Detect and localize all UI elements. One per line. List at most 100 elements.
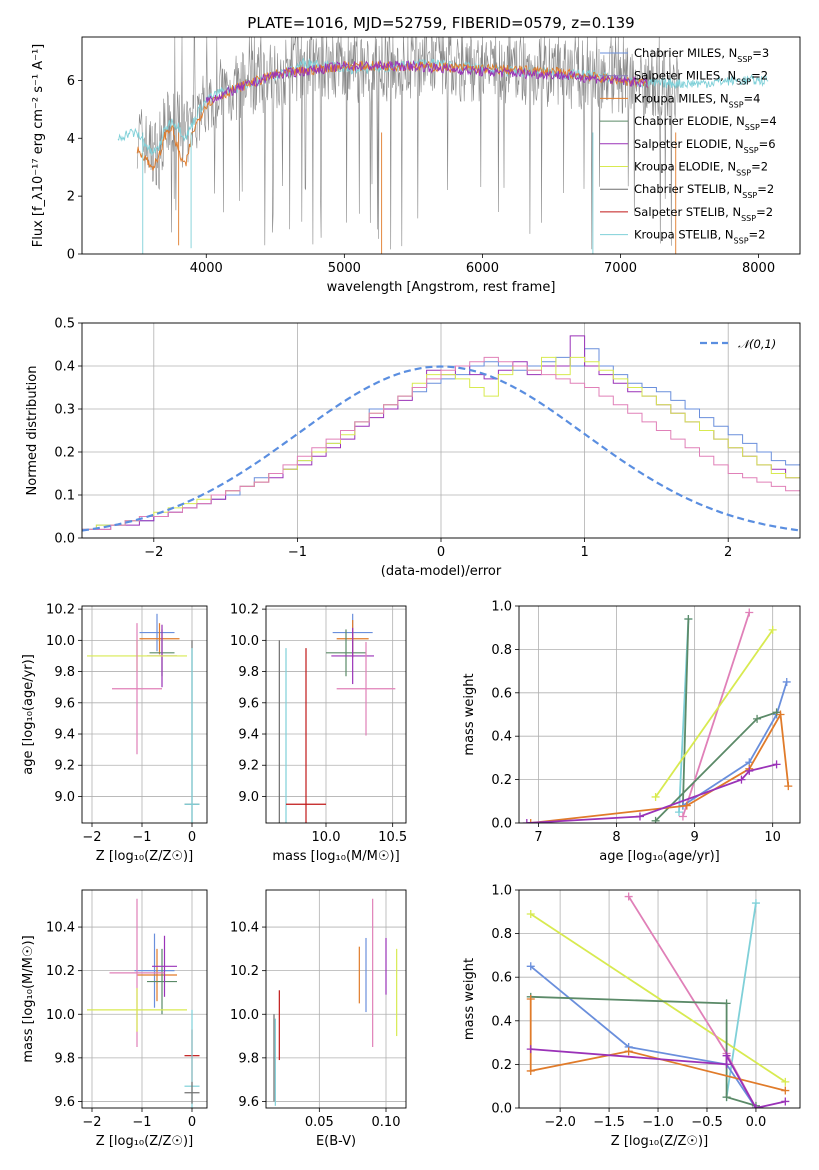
legend-suffix: =4 — [760, 114, 777, 128]
age_vs_Z-ytick-label: 9.4 — [54, 728, 75, 743]
weight_vs_Z-series-line-1 — [530, 913, 786, 1083]
age_vs_mass-xtick-label: 10.5 — [378, 830, 407, 845]
weight_vs_age-marker-3-1 — [768, 625, 777, 634]
legend-suffix: =2 — [749, 228, 766, 242]
legend-text: Kroupa ELODIE, N — [634, 160, 736, 174]
mass_vs_EBV-ytick-label: 10.0 — [230, 1008, 259, 1023]
weight_vs_Z-marker-4-1 — [722, 999, 731, 1008]
age_vs_Z-ytick-label: 9.0 — [54, 790, 75, 805]
legend-subscript: SSP — [734, 236, 749, 245]
age_vs_mass-ytick-label: 10.0 — [230, 634, 259, 649]
legend-suffix: =2 — [751, 160, 768, 174]
legend-suffix: =2 — [757, 182, 774, 196]
histogram-step-2 — [82, 356, 800, 530]
residuals-plot-area — [82, 335, 800, 532]
age_vs_mass-ytick-label: 9.4 — [238, 728, 259, 743]
weight_vs_age-ytick-label: 1.0 — [491, 600, 512, 615]
legend-subscript: SSP — [742, 191, 757, 200]
weight_vs_age-marker-7-2 — [737, 775, 746, 784]
spectrum-xtick-label: 5000 — [328, 261, 361, 276]
mass_vs_Z-frame — [81, 889, 208, 1109]
spectrum-xtick-label: 6000 — [466, 261, 499, 276]
weight_vs_Z-marker-6-3 — [751, 1104, 760, 1108]
mass_vs_Z-xlabel: Z [log₁₀(Z/Z☉)] — [96, 1134, 193, 1149]
legend-text: Salpeter STELIB, N — [634, 205, 741, 219]
weight_vs_age-xtick-label: 9 — [690, 830, 698, 845]
weight_vs_Z-marker-5-2 — [624, 1047, 633, 1056]
weight_vs_age-ytick-label: 0.8 — [491, 643, 512, 658]
residuals-xtick-label: 0 — [437, 545, 445, 560]
weight_vs_Z-ytick-label: 0.4 — [491, 1014, 512, 1029]
weight_vs_Z-marker-3-0 — [526, 962, 535, 971]
weight_vs_age-marker-2-1 — [745, 608, 754, 617]
age_vs_mass-xlabel: mass [log₁₀(M/M☉)] — [272, 849, 399, 864]
age_vs_mass-frame — [265, 605, 407, 824]
weight_vs_age-series-line-7 — [526, 763, 777, 823]
mass_vs_EBV-ytick-label: 10.4 — [230, 921, 259, 936]
weight_vs_age-marker-2-0 — [678, 812, 687, 821]
weight_vs_Z-marker-1-1 — [781, 1077, 790, 1086]
legend-text: Chabrier ELODIE, N — [634, 114, 745, 128]
weight_vs_age-marker-3-0 — [651, 792, 660, 801]
residuals-ytick-label: 0.0 — [54, 532, 75, 547]
weight_vs_age-series-line-2 — [682, 612, 751, 817]
spectrum-ytick-label: 4 — [67, 132, 75, 147]
figure-title: PLATE=1016, MJD=52759, FIBERID=0579, z=0… — [247, 14, 634, 32]
weight_vs_age-marker-5-0 — [651, 816, 660, 823]
weight_vs_Z-marker-2-0 — [624, 892, 633, 901]
normal-curve — [82, 365, 800, 532]
weight_vs_Z-marker-6-4 — [781, 1097, 790, 1106]
mass_vs_Z-xtick-label: −1 — [132, 1115, 151, 1130]
mass_vs_Z-xtick-label: 0 — [188, 1115, 196, 1130]
legend-subscript: SSP — [741, 213, 756, 222]
spectrum-xtick-label: 4000 — [190, 261, 223, 276]
residuals-ylabel: Normed distribution — [25, 366, 40, 496]
mass_vs_EBV-panel: 0.05 0.10 9.6 9.8 10.0 10.2 10.4 E(B-V) — [230, 889, 407, 1149]
age_vs_Z-ytick-label: 10.0 — [46, 634, 75, 649]
residuals-ytick-label: 0.3 — [54, 403, 75, 418]
mass_vs_Z-ylabel: mass [log₁₀(M/M☉)] — [21, 935, 36, 1062]
mass_vs_EBV-xlabel: E(B-V) — [316, 1134, 356, 1149]
weight_vs_age-frame — [518, 605, 801, 824]
legend-suffix: =2 — [756, 205, 773, 219]
weight_vs_Z-ytick-label: 1.0 — [491, 884, 512, 899]
weight_vs_Z-marker-0-1 — [751, 899, 760, 908]
residuals-xtick-label: −1 — [288, 545, 307, 560]
age_vs_mass-xtick-label: 10.0 — [312, 830, 341, 845]
weight_vs_age-marker-6-4 — [784, 782, 793, 791]
weight_vs_age-xlabel: age [log₁₀(age/yr)] — [599, 849, 720, 864]
weight_vs_Z-xtick-label: −1.5 — [593, 1115, 625, 1130]
age_vs_Z-xtick-label: 0 — [188, 830, 196, 845]
mass_vs_EBV-plot-area — [273, 898, 398, 1106]
mass_vs_Z-xtick-label: −2 — [82, 1115, 101, 1130]
weight_vs_Z-ylabel: mass weight — [462, 958, 477, 1040]
age_vs_Z-panel: −2 −1 0 9.0 9.2 9.4 9.6 9.8 10.0 10.2 Z [log₁₀(Z/Z… — [21, 603, 208, 864]
legend-label-5: Kroupa ELODIE, NSSP=2 — [634, 160, 768, 178]
weight_vs_age-series-line-1 — [682, 618, 690, 806]
age_vs_Z-xtick-label: −2 — [82, 830, 101, 845]
residuals-xtick-label: 2 — [724, 545, 732, 560]
legend-label-4: Salpeter ELODIE, NSSP=6 — [634, 137, 776, 155]
spectrum-ytick-label: 6 — [67, 74, 75, 89]
age_vs_mass-ytick-label: 9.6 — [238, 696, 259, 711]
weight_vs_age-marker-1-1 — [684, 615, 693, 624]
weight_vs_Z-ytick-label: 0.6 — [491, 971, 512, 986]
spectrum-xtick-label: 7000 — [604, 261, 637, 276]
weight_vs_age-series-line-3 — [654, 629, 774, 798]
residuals-panel: −2 −1 0 1 2 0.0 0.1 0.2 0.3 0.4 0.5 (data-model)/er… — [25, 317, 801, 579]
spectrum-ytick-label: 2 — [67, 190, 75, 205]
weight_vs_age-ytick-label: 0.2 — [491, 773, 512, 788]
legend-text: Salpeter MILES, N — [634, 69, 736, 83]
mass_vs_EBV-ytick-label: 9.6 — [238, 1095, 259, 1110]
spectrum-xlabel: wavelength [Angstrom, rest frame] — [327, 280, 556, 295]
weight_vs_age-marker-6-1 — [682, 801, 691, 810]
age_vs_Z-frame — [81, 605, 208, 824]
age_vs_Z-xlabel: Z [log₁₀(Z/Z☉)] — [96, 849, 193, 864]
weight_vs_Z-frame — [518, 889, 801, 1109]
legend-subscript: SSP — [729, 100, 744, 109]
legend-label-8: Kroupa STELIB, NSSP=2 — [634, 228, 765, 246]
weight_vs_age-ytick-label: 0.0 — [491, 817, 512, 832]
age_vs_Z-ylabel: age [log₁₀(age/yr)] — [21, 654, 36, 775]
weight_vs_age-ytick-label: 0.4 — [491, 730, 512, 745]
